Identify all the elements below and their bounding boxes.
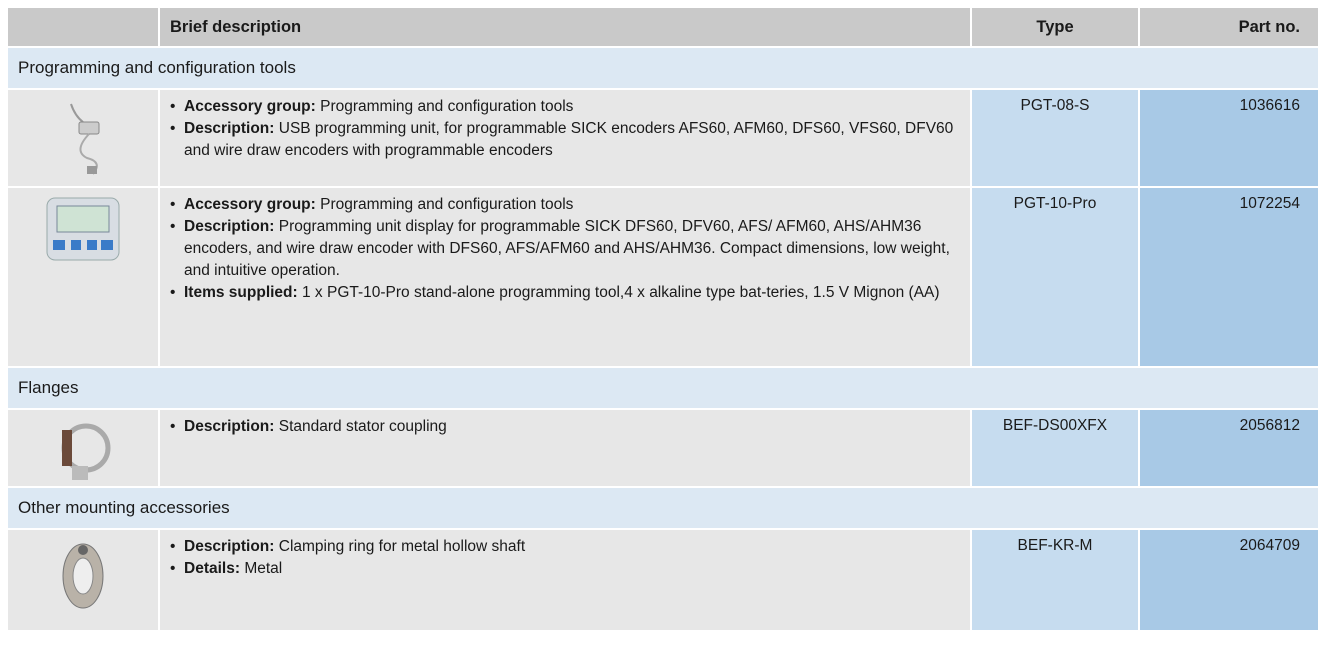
type-cell: BEF-DS00XFX	[972, 410, 1138, 486]
product-image	[62, 543, 104, 609]
bullet-text: Metal	[244, 560, 283, 577]
bullet-list: Accessory group: Programming and configu…	[170, 96, 960, 162]
bullet-item: Accessory group: Programming and configu…	[170, 96, 960, 118]
header-cell: Brief description	[160, 8, 970, 46]
group-title: Other mounting accessories	[8, 488, 1318, 528]
bullet-label: Description:	[184, 538, 275, 555]
product-image-cell	[8, 410, 158, 486]
bullet-label: Details:	[184, 560, 240, 577]
bullet-item: Description: Programming unit display fo…	[170, 216, 960, 282]
part-no-cell: 2064709	[1140, 530, 1318, 630]
bullet-item: Accessory group: Programming and configu…	[170, 194, 960, 216]
header-cell: Type	[972, 8, 1138, 46]
description-cell: Description: Clamping ring for metal hol…	[160, 530, 970, 630]
bullet-label: Accessory group:	[184, 196, 316, 213]
header-row: Brief description Type Part no.	[8, 8, 1318, 46]
description-cell: Description: Standard stator coupling	[160, 410, 970, 486]
bullet-item: Description: USB programming unit, for p…	[170, 118, 960, 162]
part-no-cell: 1072254	[1140, 188, 1318, 366]
bullet-list: Description: Clamping ring for metal hol…	[170, 536, 960, 580]
bullet-list: Accessory group: Programming and configu…	[170, 194, 960, 304]
bullet-label: Accessory group:	[184, 98, 316, 115]
bullet-item: Details: Metal	[170, 558, 960, 580]
bullet-text: 1 x PGT-10-Pro stand-alone programming t…	[302, 284, 940, 301]
part-no-cell: 1036616	[1140, 90, 1318, 186]
product-image	[46, 197, 120, 261]
bullet-text: Clamping ring for metal hollow shaft	[278, 538, 526, 555]
product-image	[61, 423, 111, 480]
bullet-label: Items supplied:	[184, 284, 298, 301]
bullet-text: Programming and configuration tools	[320, 196, 574, 213]
group-title: Programming and configuration tools	[8, 48, 1318, 88]
item-row: Description: Standard stator coupling BEF…	[8, 410, 1318, 486]
product-image-cell	[8, 188, 158, 366]
type-cell: PGT-10-Pro	[972, 188, 1138, 366]
description-cell: Accessory group: Programming and configu…	[160, 90, 970, 186]
header-cell	[8, 8, 158, 46]
product-image-cell	[8, 90, 158, 186]
accessory-table: Brief description Type Part no. Programm…	[8, 8, 1318, 632]
item-row: Accessory group: Programming and configu…	[8, 90, 1318, 186]
bullet-text: Standard stator coupling	[278, 418, 447, 435]
header-cell: Part no.	[1140, 8, 1318, 46]
bullet-label: Description:	[184, 418, 275, 435]
part-no-cell: 2056812	[1140, 410, 1318, 486]
product-image	[70, 103, 100, 175]
type-cell: PGT-08-S	[972, 90, 1138, 186]
bullet-text: Programming unit display for programmabl…	[184, 218, 950, 279]
bullet-label: Description:	[184, 218, 275, 235]
item-row: Accessory group: Programming and configu…	[8, 188, 1318, 366]
group-title: Flanges	[8, 368, 1318, 408]
item-row: Description: Clamping ring for metal hol…	[8, 530, 1318, 630]
bullet-text: Programming and configuration tools	[320, 98, 574, 115]
product-image-cell	[8, 530, 158, 630]
bullet-label: Description:	[184, 120, 275, 137]
description-cell: Accessory group: Programming and configu…	[160, 188, 970, 366]
bullet-list: Description: Standard stator coupling	[170, 416, 960, 438]
bullet-text: USB programming unit, for programmable S…	[184, 120, 954, 159]
bullet-item: Description: Clamping ring for metal hol…	[170, 536, 960, 558]
bullet-item: Description: Standard stator coupling	[170, 416, 960, 438]
type-cell: BEF-KR-M	[972, 530, 1138, 630]
bullet-item: Items supplied: 1 x PGT-10-Pro stand-alo…	[170, 282, 960, 304]
